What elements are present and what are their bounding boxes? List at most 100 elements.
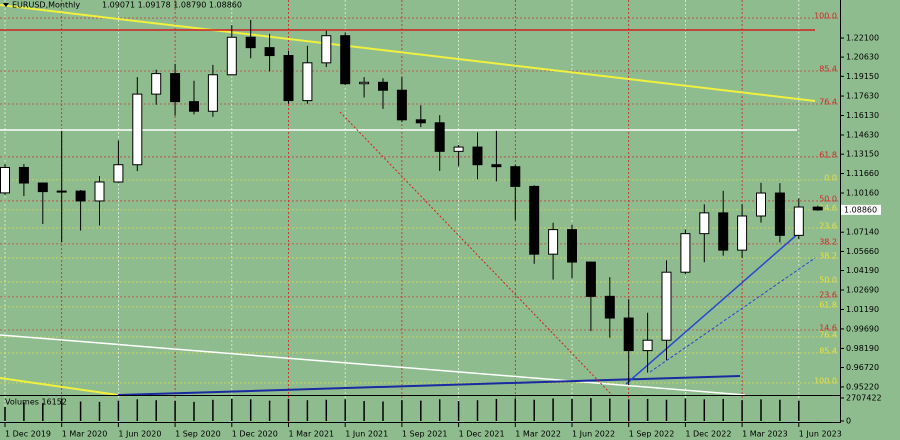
trend-line — [0, 4, 816, 102]
candle-body — [151, 73, 162, 95]
y-tick-label: 1.20630 — [846, 53, 879, 62]
x-tick-label: 1 Sep 2021 — [402, 430, 448, 439]
candle-body — [302, 62, 313, 102]
y-tick-label: 1.14630 — [846, 130, 879, 139]
candle-body — [94, 181, 105, 202]
candle-body — [585, 261, 596, 297]
y-tick-label: 1.16130 — [846, 111, 879, 120]
candle-body — [132, 93, 143, 166]
y-tick-label: 1.04190 — [846, 266, 879, 275]
candle-body — [207, 74, 218, 112]
trend-line — [339, 111, 613, 396]
candle-body — [756, 192, 766, 217]
candle-body — [264, 47, 275, 57]
level-label: 85.4 — [819, 65, 837, 74]
volume-title: Volumes 16152 — [5, 398, 67, 407]
trend-line — [625, 231, 801, 385]
x-tick-label: 1 Jun 2022 — [572, 430, 615, 439]
candle-body — [37, 182, 48, 193]
candle-body — [661, 271, 672, 341]
trend-line — [649, 257, 816, 373]
level-label: 23.6 — [819, 290, 837, 299]
y-tick-label: 0.98190 — [846, 344, 879, 353]
y-tick-label: 1.19150 — [846, 72, 879, 81]
level-label: 0.0 — [824, 173, 837, 182]
fib-levels: 100.0 85.4 76.4 61.8 50.0 38.2 23.6 14.6 0.0 14.6… — [0, 12, 840, 385]
level-label: 50.0 — [819, 194, 837, 203]
x-tick-label: 1 Jun 2020 — [118, 430, 161, 439]
time-axis-background — [0, 423, 840, 440]
y-tick-label: 1.05660 — [846, 247, 879, 256]
y-tick-label: 1.11660 — [846, 169, 879, 178]
x-tick-label: 1 Dec 2021 — [459, 430, 505, 439]
x-tick-label: 1 Sep 2022 — [629, 430, 675, 439]
level-label: 14.6 — [819, 203, 837, 212]
candle-body — [226, 36, 237, 76]
current-price-box — [841, 204, 881, 215]
y-tick-label: 1.07140 — [846, 228, 879, 237]
candle-body — [680, 233, 691, 273]
y-tick-label: 0.95220 — [846, 382, 879, 391]
volume-pane — [4, 398, 819, 421]
candle-body — [623, 317, 634, 352]
level-label: 38.2 — [819, 237, 837, 246]
candle-body — [548, 229, 559, 255]
candle-body — [245, 36, 256, 49]
trend-line — [117, 375, 741, 396]
level-label: 76.4 — [819, 97, 837, 106]
candle-body — [812, 206, 823, 211]
level-label: 100.0 — [814, 376, 837, 385]
axes: 1.22100 1.20630 1.19150 1.17630 1.16130 1.146… — [4, 34, 882, 439]
level-label: 38.2 — [819, 251, 837, 260]
x-tick-label: 1 Jun 2021 — [345, 430, 388, 439]
level-label: 100.0 — [814, 12, 837, 21]
candle-body — [189, 101, 199, 112]
level-label: 76.4 — [819, 330, 837, 339]
candle-body — [113, 164, 124, 183]
trend-line — [0, 334, 746, 396]
x-tick-label: 1 Mar 2021 — [289, 430, 335, 439]
candle-body — [415, 119, 426, 124]
y-tick-label: 0.96720 — [846, 363, 879, 372]
candle-body — [737, 215, 748, 251]
candle-body — [170, 73, 181, 103]
menu-triangle — [3, 3, 9, 7]
level-label: 23.6 — [819, 221, 837, 230]
candle-body — [18, 166, 29, 184]
x-tick-label: 1 Sep 2020 — [175, 430, 221, 439]
x-tick-label: 1 Jun 2023 — [799, 430, 842, 439]
candle-body — [529, 185, 540, 255]
x-tick-label: 1 Dec 2022 — [685, 430, 731, 439]
candle-body — [396, 89, 407, 121]
candle-body — [774, 192, 785, 236]
x-tick-label: 1 Mar 2023 — [742, 430, 788, 439]
y-tick-label: 0.99690 — [846, 324, 879, 333]
y-tick-label: 1.17630 — [846, 92, 879, 101]
x-tick-label: 1 Mar 2020 — [62, 430, 108, 439]
y-tick-label: 1.02690 — [846, 285, 879, 294]
y-tick-label: 1.22100 — [846, 34, 879, 43]
level-label: 61.8 — [819, 300, 837, 309]
candle-body — [75, 190, 86, 202]
candle-body — [510, 166, 521, 187]
candle-body — [283, 55, 294, 102]
candle-body — [453, 146, 464, 152]
y-tick-label: 1.10160 — [846, 189, 879, 198]
candle-body — [434, 122, 445, 152]
volume-tick-label: 2707422 — [846, 394, 882, 403]
x-tick-label: 1 Mar 2022 — [515, 430, 561, 439]
candle-body — [378, 81, 388, 91]
level-label: 85.4 — [819, 346, 837, 355]
level-label: 50.0 — [819, 275, 837, 284]
ohlc-label: 1.09071 1.09178 1.08790 1.08860 — [102, 1, 242, 10]
volume-tick-label: 0 — [846, 417, 851, 426]
y-tick-label: 1.13150 — [846, 150, 879, 159]
candle-body — [0, 166, 10, 194]
candle-body — [321, 35, 332, 64]
candle-body — [567, 229, 577, 263]
x-tick-label: 1 Dec 2020 — [232, 430, 278, 439]
candle-body — [340, 35, 351, 85]
current-price-label: 1.08860 — [844, 205, 877, 214]
plot-background — [0, 0, 840, 423]
